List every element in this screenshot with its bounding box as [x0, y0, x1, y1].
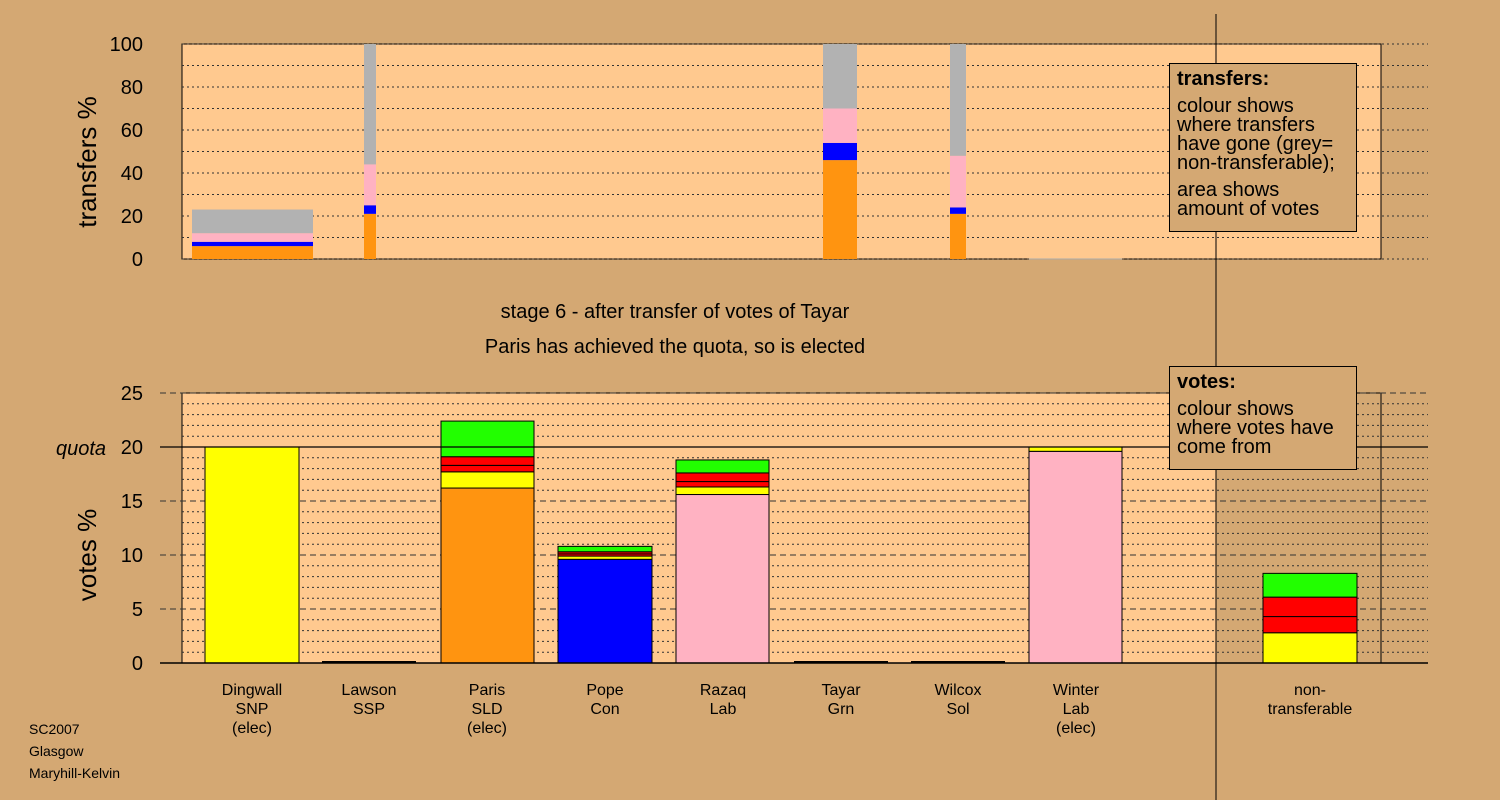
transfer-segment-tayar	[823, 160, 857, 259]
candidate-label-winter: Winter Lab (elec)	[1052, 682, 1100, 737]
transfer-segment-wilcox	[950, 44, 966, 156]
footer-election: SC2007	[29, 721, 80, 737]
transfer-segment-dingwall	[192, 246, 313, 259]
vote-segment-non-transferable	[1262, 572, 1358, 598]
transfers-y-axis-label: transfers %	[72, 96, 102, 228]
transfer-segment-tayar	[823, 108, 857, 143]
vote-segment-razaq	[675, 494, 770, 664]
vote-segment-paris	[440, 464, 535, 473]
quota-label: quota	[56, 438, 106, 460]
vote-segment-paris	[440, 471, 535, 489]
footer-ward: Maryhill-Kelvin	[29, 765, 121, 781]
vote-segment-winter	[1028, 450, 1123, 664]
votes-y-tick-label: 15	[121, 491, 143, 513]
transfers-legend-title: transfers:	[1177, 68, 1270, 90]
vote-segment-paris	[440, 456, 535, 466]
votes-legend-text: colour shows where votes have come from	[1177, 398, 1334, 458]
votes-y-tick-label: 25	[121, 383, 143, 405]
transfer-segment-lawson	[364, 164, 376, 206]
candidate-label-paris: Paris SLD (elec)	[466, 682, 507, 737]
transfer-segment-lawson	[364, 205, 376, 214]
transfer-segment-lawson	[364, 213, 376, 259]
transfers-y-tick-label: 0	[132, 249, 143, 271]
transfers-y-tick-label: 80	[121, 77, 143, 99]
candidate-label-razaq: Razaq Lab	[699, 682, 747, 718]
transfer-segment-dingwall	[192, 241, 313, 247]
transfers-y-tick-label: 100	[110, 34, 143, 56]
vote-segment-razaq	[675, 472, 770, 483]
stage-caption: stage 6 - after transfer of votes of Tay…	[500, 301, 850, 323]
votes-y-axis-label: votes %	[72, 509, 102, 602]
vote-segment-dingwall	[204, 446, 300, 664]
elected-caption: Paris has achieved the quota, so is elec…	[484, 336, 866, 358]
vote-segment-paris	[440, 420, 535, 458]
vote-segment-razaq	[675, 481, 770, 488]
vote-segment-paris	[440, 487, 535, 664]
vote-segment-non-transferable	[1262, 596, 1358, 618]
votes-y-tick-label: 20	[121, 437, 143, 459]
transfer-segment-dingwall	[192, 233, 313, 242]
vote-segment-pope	[557, 545, 653, 553]
candidate-label-wilcox: Wilcox Sol	[934, 682, 982, 718]
vote-segment-winter	[1028, 446, 1123, 452]
election-footer: SC2007 Glasgow Maryhill-Kelvin	[29, 718, 120, 784]
transfers-legend-colour-text: colour shows where transfers have gone (…	[1177, 95, 1335, 174]
candidate-label-tayar: Tayar Grn	[821, 682, 861, 718]
candidate-label-lawson: Lawson SSP	[341, 682, 397, 718]
vote-segment-pope	[557, 558, 653, 664]
vote-segment-non-transferable	[1262, 616, 1358, 634]
votes-y-tick-label: 0	[132, 653, 143, 675]
candidate-label-dingwall: Dingwall SNP (elec)	[221, 682, 283, 737]
votes-y-tick-label: 10	[121, 545, 143, 567]
transfer-segment-dingwall	[192, 209, 313, 234]
transfers-y-tick-label: 60	[121, 120, 143, 142]
transfer-segment-wilcox	[950, 207, 966, 214]
transfer-segment-tayar	[823, 142, 857, 161]
transfers-y-tick-label: 20	[121, 206, 143, 228]
transfers-legend: transfers: colour shows where transfers …	[1169, 63, 1357, 232]
vote-segment-razaq	[675, 486, 770, 496]
transfer-segment-lawson	[364, 44, 376, 165]
votes-legend: votes: colour shows where votes have com…	[1169, 366, 1357, 470]
transfer-segment-tayar	[823, 44, 857, 109]
transfers-legend-area-text: area shows amount of votes	[1177, 179, 1320, 220]
vote-segment-non-transferable	[1262, 632, 1358, 664]
transfer-segment-wilcox	[950, 155, 966, 208]
candidate-label-pope: Pope Con	[586, 682, 624, 718]
transfers-y-tick-label: 40	[121, 163, 143, 185]
transfer-segment-wilcox	[950, 213, 966, 259]
footer-council: Glasgow	[29, 743, 84, 759]
votes-y-tick-label: 5	[132, 599, 143, 621]
candidate-label-non-transferable: non-transferable	[1267, 682, 1353, 718]
votes-legend-title: votes:	[1177, 371, 1236, 393]
vote-segment-razaq	[675, 459, 770, 474]
